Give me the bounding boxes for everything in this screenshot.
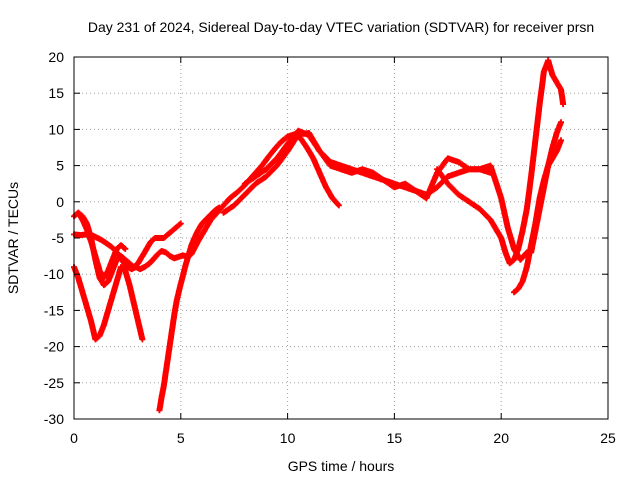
chart-title: Day 231 of 2024, Sidereal Day-to-day VTE…	[88, 19, 594, 35]
y-tick-label: 20	[48, 49, 64, 65]
y-tick-label: -30	[44, 411, 64, 427]
series-track-7	[241, 127, 530, 263]
series-track-11	[545, 57, 567, 108]
series-track-10	[528, 119, 564, 256]
y-tick-label: 0	[56, 194, 64, 210]
x-tick-label: 20	[493, 430, 509, 446]
x-tick-label: 25	[600, 430, 616, 446]
y-tick-label: -5	[52, 230, 65, 246]
series-marks	[241, 127, 530, 263]
series-track-4	[75, 209, 129, 281]
x-tick-label: 10	[280, 430, 296, 446]
series-track-8	[434, 57, 552, 267]
x-tick-label: 0	[70, 430, 78, 446]
y-tick-label: -25	[44, 375, 64, 391]
data-points	[71, 57, 567, 414]
series-marks	[75, 209, 129, 281]
y-tick-label: 10	[48, 121, 64, 137]
y-tick-label: -20	[44, 339, 64, 355]
y-tick-label: -10	[44, 266, 64, 282]
x-axis-title: GPS time / hours	[288, 458, 395, 474]
x-tick-label: 5	[177, 430, 185, 446]
y-axis-title: SDTVAR / TECUs	[5, 182, 21, 294]
axis-ticks: 0 5 10 15 20 25 -30 -25 -20 -15 -10 -5 0 5 10 15 20	[44, 49, 616, 446]
y-tick-label: 5	[56, 158, 64, 174]
series-track-5	[156, 204, 223, 414]
series-marks	[434, 57, 552, 267]
y-tick-label: 15	[48, 85, 64, 101]
series-marks	[528, 119, 564, 256]
series-marks	[156, 204, 223, 414]
series-marks	[545, 57, 567, 108]
x-tick-label: 15	[387, 430, 403, 446]
y-tick-label: -15	[44, 302, 64, 318]
